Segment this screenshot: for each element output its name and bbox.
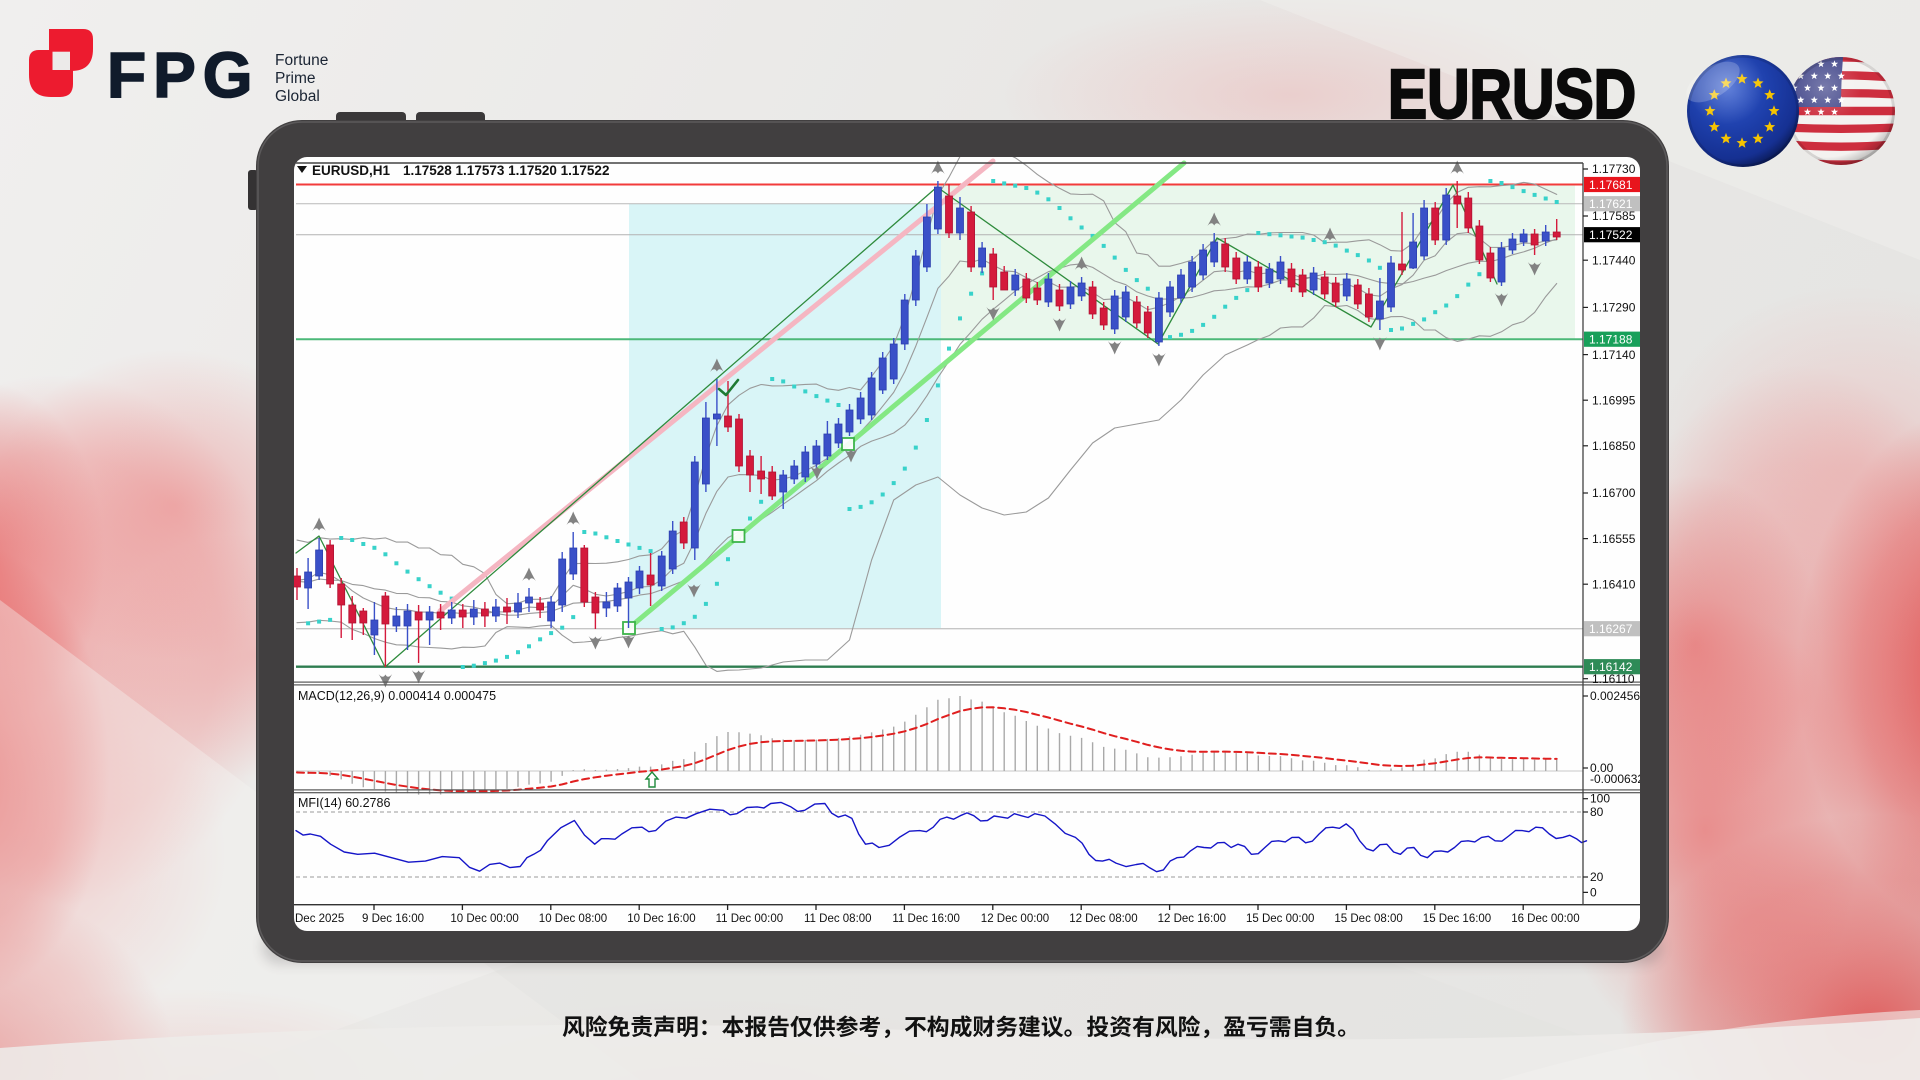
svg-text:12 Dec 08:00: 12 Dec 08:00 xyxy=(1069,913,1137,925)
svg-text:16 Dec 00:00: 16 Dec 00:00 xyxy=(1511,913,1579,925)
svg-text:10 Dec 16:00: 10 Dec 16:00 xyxy=(627,913,695,925)
svg-text:10 Dec 00:00: 10 Dec 00:00 xyxy=(450,913,518,925)
svg-text:MFI(14) 60.2786: MFI(14) 60.2786 xyxy=(298,796,390,810)
svg-text:Global: Global xyxy=(275,88,320,105)
svg-text:0.002456: 0.002456 xyxy=(1590,689,1640,703)
svg-text:1.16110: 1.16110 xyxy=(1592,672,1635,686)
svg-text:EURUSD,H1: EURUSD,H1 xyxy=(312,163,391,178)
svg-text:1.16267: 1.16267 xyxy=(1589,622,1633,636)
svg-text:1.17730: 1.17730 xyxy=(1592,162,1636,176)
svg-text:1.16555: 1.16555 xyxy=(1592,532,1636,546)
svg-text:15 Dec 08:00: 15 Dec 08:00 xyxy=(1334,913,1402,925)
svg-text:11 Dec 16:00: 11 Dec 16:00 xyxy=(892,913,960,925)
svg-text:15 Dec 00:00: 15 Dec 00:00 xyxy=(1246,913,1314,925)
svg-text:1.17585: 1.17585 xyxy=(1592,209,1636,223)
svg-text:Prime: Prime xyxy=(275,70,315,87)
svg-text:1.17188: 1.17188 xyxy=(1589,333,1633,347)
svg-text:100: 100 xyxy=(1590,792,1610,806)
svg-text:12 Dec 00:00: 12 Dec 00:00 xyxy=(981,913,1049,925)
svg-text:Fortune: Fortune xyxy=(275,52,328,69)
svg-text:1.16142: 1.16142 xyxy=(1589,660,1633,674)
svg-text:1.16995: 1.16995 xyxy=(1592,393,1636,407)
svg-text:MACD(12,26,9) 0.000414 0.00047: MACD(12,26,9) 0.000414 0.000475 xyxy=(298,689,496,703)
svg-text:FPG: FPG xyxy=(107,39,260,111)
svg-text:1.17290: 1.17290 xyxy=(1592,301,1636,315)
svg-text:12 Dec 16:00: 12 Dec 16:00 xyxy=(1158,913,1226,925)
svg-text:1.17140: 1.17140 xyxy=(1592,348,1636,362)
svg-text:1.16700: 1.16700 xyxy=(1592,486,1636,500)
svg-text:9 Dec 16:00: 9 Dec 16:00 xyxy=(362,913,424,925)
svg-text:1.17522: 1.17522 xyxy=(1589,228,1633,242)
svg-text:11 Dec 08:00: 11 Dec 08:00 xyxy=(804,913,872,925)
svg-text:11 Dec 00:00: 11 Dec 00:00 xyxy=(716,913,784,925)
svg-text:Dec 2025: Dec 2025 xyxy=(295,913,344,925)
svg-text:1.17681: 1.17681 xyxy=(1589,178,1633,192)
svg-text:15 Dec 16:00: 15 Dec 16:00 xyxy=(1423,913,1491,925)
svg-text:1.17440: 1.17440 xyxy=(1592,253,1636,267)
svg-text:1.16850: 1.16850 xyxy=(1592,439,1636,453)
svg-text:1.17528 1.17573 1.17520 1.1752: 1.17528 1.17573 1.17520 1.17522 xyxy=(403,163,609,178)
svg-text:20: 20 xyxy=(1590,870,1604,884)
svg-text:0: 0 xyxy=(1590,885,1597,899)
svg-text:80: 80 xyxy=(1590,805,1604,819)
svg-text:1.17621: 1.17621 xyxy=(1589,197,1633,211)
svg-text:0.00: 0.00 xyxy=(1590,761,1614,775)
svg-text:-0.000632: -0.000632 xyxy=(1590,772,1644,786)
svg-text:10 Dec 08:00: 10 Dec 08:00 xyxy=(539,913,607,925)
svg-text:1.16410: 1.16410 xyxy=(1592,577,1636,591)
